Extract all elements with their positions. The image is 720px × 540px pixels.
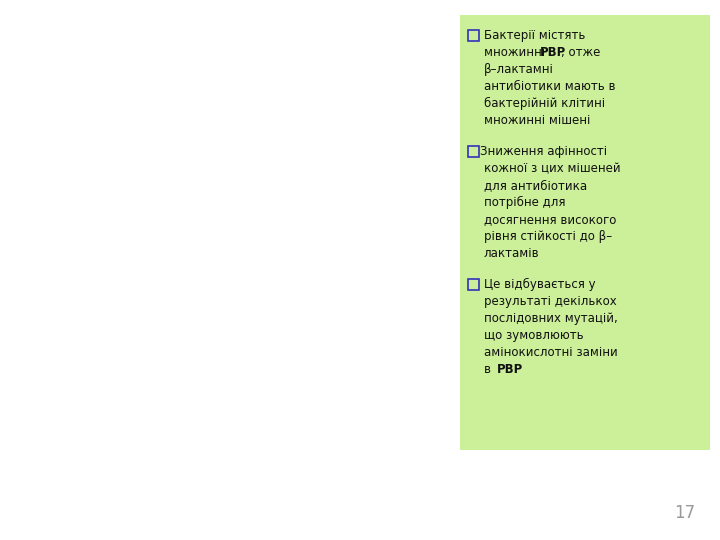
Text: , отже: , отже bbox=[562, 46, 600, 59]
Bar bbox=[468, 146, 479, 157]
Text: Це відбувається у: Це відбувається у bbox=[484, 278, 595, 291]
Text: для антибіотика: для антибіотика bbox=[484, 179, 587, 192]
Text: досягнення високого: досягнення високого bbox=[484, 213, 616, 226]
Bar bbox=[460, 15, 710, 450]
Text: в: в bbox=[484, 363, 495, 376]
Text: PBP: PBP bbox=[496, 363, 523, 376]
Text: амінокислотні заміни: амінокислотні заміни bbox=[484, 346, 618, 359]
Text: бактерійній клітині: бактерійній клітині bbox=[484, 97, 605, 110]
Text: множинні мішені: множинні мішені bbox=[484, 114, 590, 127]
Text: множинні: множинні bbox=[484, 46, 549, 59]
Text: Бактерії містять: Бактерії містять bbox=[484, 29, 585, 42]
Text: β–лактамні: β–лактамні bbox=[484, 63, 554, 76]
Text: 17: 17 bbox=[674, 504, 695, 522]
Text: що зумовлюють: що зумовлюють bbox=[484, 329, 584, 342]
Text: антибіотики мають в: антибіотики мають в bbox=[484, 80, 616, 93]
Bar bbox=[468, 30, 479, 41]
Text: Зниження афінності: Зниження афінності bbox=[480, 145, 607, 158]
Text: рівня стійкості до β–: рівня стійкості до β– bbox=[484, 230, 612, 243]
Text: кожної з цих мішеней: кожної з цих мішеней bbox=[484, 162, 621, 175]
Text: PBP: PBP bbox=[540, 46, 566, 59]
Bar bbox=[468, 279, 479, 290]
Text: послідовних мутацій,: послідовних мутацій, bbox=[484, 312, 618, 325]
Text: результаті декількох: результаті декількох bbox=[484, 295, 617, 308]
Text: потрібне для: потрібне для bbox=[484, 196, 565, 209]
Text: лактамів: лактамів bbox=[484, 247, 539, 260]
